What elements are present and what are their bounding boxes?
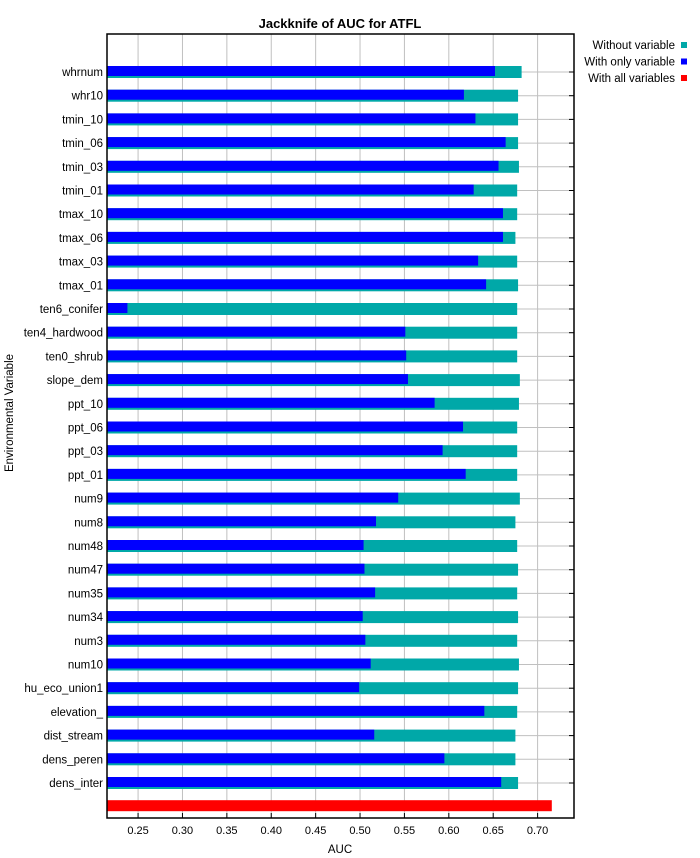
category-label: num34 bbox=[68, 612, 104, 624]
bar-with-only-variable bbox=[107, 634, 366, 645]
x-tick-label: 0.65 bbox=[482, 825, 503, 837]
bar-with-all-variables bbox=[107, 800, 552, 812]
category-label: ppt_03 bbox=[68, 446, 103, 458]
legend-swatch bbox=[681, 75, 687, 81]
category-label: num3 bbox=[74, 636, 103, 648]
bar-with-only-variable bbox=[107, 397, 435, 408]
bar-with-only-variable bbox=[107, 66, 495, 76]
bar-with-only-variable bbox=[107, 184, 474, 195]
category-label: num9 bbox=[74, 494, 103, 506]
bar-with-only-variable bbox=[107, 753, 445, 764]
chart-title: Jackknife of AUC for ATFL bbox=[259, 16, 422, 31]
bar-with-only-variable bbox=[107, 255, 479, 266]
bar-with-only-variable bbox=[107, 445, 443, 456]
category-label: dens_inter bbox=[49, 778, 103, 790]
bar-with-only-variable bbox=[107, 516, 377, 527]
bar-with-only-variable bbox=[107, 137, 506, 148]
legend-label: Without variable bbox=[593, 40, 675, 52]
category-label: tmax_03 bbox=[59, 257, 103, 269]
legend-swatch bbox=[681, 58, 687, 65]
x-tick-label: 0.70 bbox=[527, 825, 548, 837]
bar-with-only-variable bbox=[107, 208, 503, 219]
x-tick-label: 0.25 bbox=[127, 825, 148, 837]
category-label: tmin_01 bbox=[62, 186, 103, 198]
bar-with-only-variable bbox=[107, 540, 364, 550]
y-axis-title: Environmental Variable bbox=[4, 354, 16, 472]
bar-with-only-variable bbox=[107, 705, 485, 716]
category-label: ten4_hardwood bbox=[24, 328, 103, 340]
bar-with-only-variable bbox=[107, 777, 502, 787]
category-label: ten6_conifer bbox=[40, 304, 103, 316]
x-tick-label: 0.40 bbox=[261, 825, 282, 837]
legend-label: With all variables bbox=[588, 73, 675, 85]
x-tick-label: 0.30 bbox=[172, 825, 193, 837]
bar-with-only-variable bbox=[107, 160, 499, 171]
category-label: whrnum bbox=[61, 67, 103, 79]
category-label: num8 bbox=[74, 517, 103, 529]
x-axis-title: AUC bbox=[328, 844, 352, 856]
bar-with-only-variable bbox=[107, 350, 407, 361]
plot-frame bbox=[106, 33, 575, 819]
bar-with-only-variable bbox=[107, 658, 371, 669]
category-label: num47 bbox=[68, 565, 103, 577]
bar-with-only-variable bbox=[107, 611, 363, 622]
category-label: elevation_ bbox=[51, 707, 104, 719]
x-tick-label: 0.50 bbox=[349, 825, 370, 837]
bar-with-only-variable bbox=[107, 468, 466, 479]
bar-with-only-variable bbox=[107, 421, 464, 432]
bar-with-only-variable bbox=[107, 326, 406, 337]
bar-with-only-variable bbox=[107, 279, 487, 290]
category-label: tmax_06 bbox=[59, 233, 103, 245]
legend-label: With only variable bbox=[584, 57, 675, 69]
category-label: dist_stream bbox=[44, 731, 103, 743]
category-labels: whrnum whr10 tmin_10 tmin_06 tmin_03 tmin_01t… bbox=[24, 67, 104, 790]
category-label: tmax_01 bbox=[59, 280, 103, 292]
category-label: slope_dem bbox=[47, 375, 103, 387]
category-label: ppt_10 bbox=[68, 399, 103, 411]
bar-with-only-variable bbox=[107, 492, 399, 503]
bar-with-only-variable bbox=[107, 231, 503, 242]
bar-with-only-variable bbox=[107, 563, 365, 574]
category-label: hu_eco_union1 bbox=[24, 683, 103, 695]
bar-with-only-variable bbox=[107, 587, 376, 598]
category-label: whr10 bbox=[71, 91, 103, 103]
x-tick-label: 0.60 bbox=[438, 825, 459, 837]
legend: Without variable With only variable With a… bbox=[584, 40, 687, 85]
bar-with-only-variable bbox=[107, 89, 464, 100]
x-tick-labels: 0.25 0.30 0.35 0.40 0.45 0.50 0.55 0.60 0.65 0.70 bbox=[127, 825, 548, 837]
bar-without-variable bbox=[107, 303, 518, 315]
category-label: ppt_01 bbox=[68, 470, 103, 482]
axis-ticks bbox=[137, 71, 574, 818]
bars bbox=[107, 66, 552, 812]
category-label: tmin_10 bbox=[62, 114, 103, 126]
bar-with-only-variable bbox=[107, 729, 375, 740]
x-tick-label: 0.45 bbox=[305, 825, 326, 837]
category-label: dens_peren bbox=[42, 754, 103, 766]
category-label: tmin_03 bbox=[62, 162, 103, 174]
bar-with-only-variable bbox=[107, 374, 408, 385]
legend-swatch bbox=[681, 42, 687, 48]
bar-with-only-variable bbox=[107, 682, 360, 693]
x-tick-label: 0.55 bbox=[394, 825, 415, 837]
category-label: ppt_06 bbox=[68, 423, 103, 435]
category-label: ten0_shrub bbox=[45, 351, 103, 363]
category-label: num10 bbox=[68, 660, 103, 672]
category-label: num35 bbox=[68, 588, 103, 600]
bar-with-only-variable bbox=[107, 113, 476, 124]
category-label: tmax_10 bbox=[59, 209, 103, 221]
bar-with-only-variable bbox=[107, 303, 128, 313]
category-label: num48 bbox=[68, 541, 103, 553]
x-tick-label: 0.35 bbox=[216, 825, 237, 837]
category-label: tmin_06 bbox=[62, 138, 103, 150]
